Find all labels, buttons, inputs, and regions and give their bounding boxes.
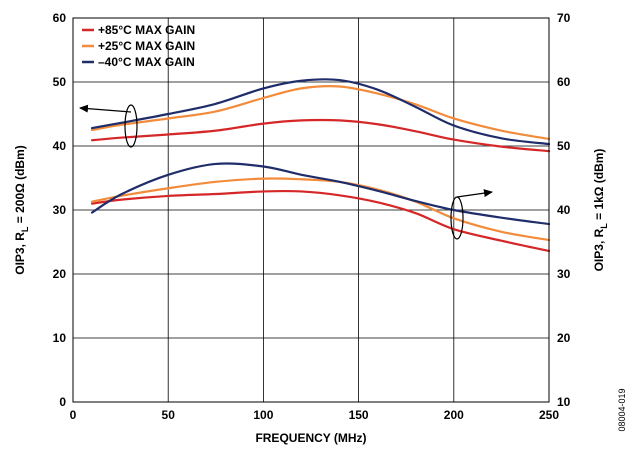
left-axis-title-subscript: L [20,226,30,232]
right-y-tick-label: 60 [557,75,571,89]
right-axis-indicator [450,189,493,240]
x-tick-label: 200 [444,408,464,422]
x-tick-label: 0 [70,408,77,422]
plot-frame [72,17,550,403]
figure-id: 08004-019 [617,388,627,431]
legend-label-minus40c: –40°C MAX GAIN [98,55,195,69]
series-line-rl200-85c [90,118,551,153]
grid [72,17,550,403]
left-y-tick-label: 50 [53,75,67,89]
legend-label-25c: +25°C MAX GAIN [98,39,195,53]
left-axis-title: OIP3, RL = 200Ω (dBm) [13,145,30,275]
x-tick-label: 100 [253,408,273,422]
series-group [90,78,551,253]
right-axis-arrow [456,189,493,198]
right-axis-title-subscript: L [599,223,609,229]
tick-labels: 0 50 100 150 200 250 0 10 20 30 40 50 60 10 20 30 40 50 60… [53,11,571,422]
right-axis-title-part1: OIP3, R [592,228,606,271]
legend: +85°C MAX GAIN +25°C MAX GAIN –40°C MAX … [82,23,195,69]
right-y-tick-label: 70 [557,11,571,25]
left-group-ellipse [124,104,138,148]
x-axis-title: FREQUENCY (MHz) [255,431,366,445]
left-y-tick-label: 30 [53,203,67,217]
right-axis-title: OIP3, RL = 1kΩ (dBm) [592,149,609,272]
left-y-tick-label: 0 [59,395,66,409]
left-axis-indicator [79,104,138,148]
legend-label-85c: +85°C MAX GAIN [98,23,195,37]
left-y-tick-label: 10 [53,331,67,345]
series-line-rl200-25c [90,85,551,141]
right-y-tick-label: 20 [557,331,571,345]
left-y-tick-label: 40 [53,139,67,153]
right-axis-title-part2: = 1kΩ (dBm) [592,149,606,224]
left-axis-title-part1: OIP3, R [13,232,27,275]
right-y-tick-label: 10 [557,395,571,409]
left-y-tick-label: 20 [53,267,67,281]
right-y-tick-label: 30 [557,267,571,281]
series-line-rl200-minus40c [90,78,551,146]
x-tick-label: 250 [539,408,559,422]
series-line-rl1k-85c [90,189,551,253]
series-line-rl1k-25c [90,177,551,242]
x-tick-label: 50 [162,408,176,422]
series-line-rl1k-minus40c [90,162,551,226]
right-y-tick-label: 50 [557,139,571,153]
right-y-tick-label: 40 [557,203,571,217]
left-y-tick-label: 60 [53,11,67,25]
left-axis-arrow [79,104,132,113]
x-tick-label: 150 [349,408,369,422]
left-axis-title-part2: = 200Ω (dBm) [13,145,27,226]
